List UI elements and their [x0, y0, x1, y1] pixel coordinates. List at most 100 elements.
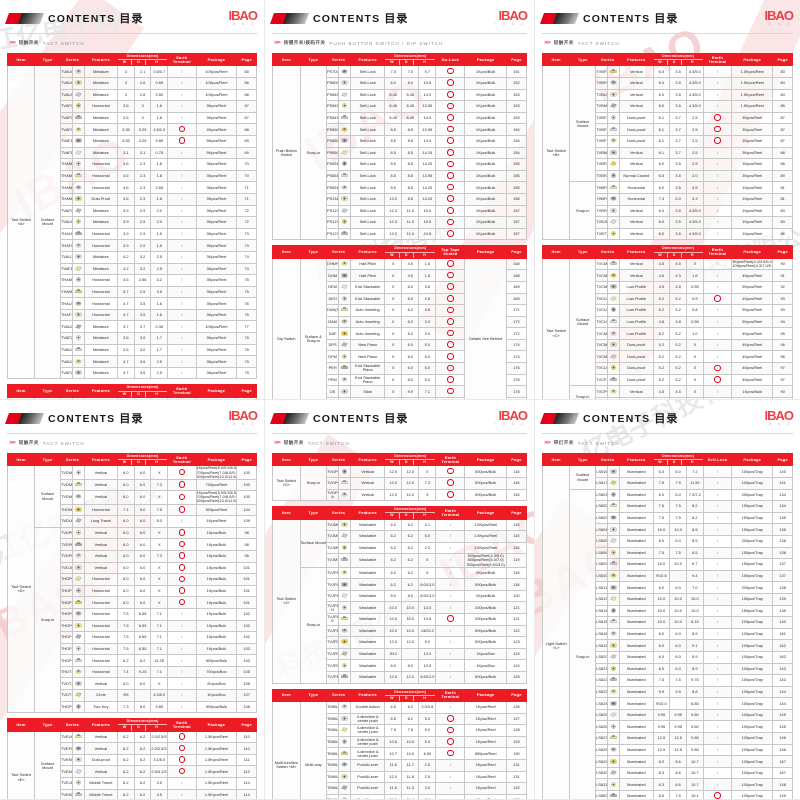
table-row[interactable]: DPPianoX10.810.1179 — [273, 396, 528, 399]
cell-h: 24.6 — [418, 227, 437, 241]
cell-package: 1Kpcs/Bulk — [464, 589, 507, 603]
section-subtitle: >>> 轻触开关 TACT SWITCH — [9, 37, 257, 49]
table-header-row: Item Type Series Features Dimensions(mm)… — [541, 52, 793, 67]
cell-d: 4.5 — [401, 257, 420, 271]
cell-features: 4-direction & center push — [350, 712, 386, 726]
cell-features: Long Travel — [83, 515, 119, 528]
cell-w: 3.9 — [117, 227, 135, 241]
col-h: H — [423, 252, 427, 257]
cell-d: 7.5 — [669, 500, 687, 513]
cell-d: 8.5 — [401, 158, 420, 171]
cell-h: 10.7 — [686, 778, 704, 792]
cell-earth-terminal: / — [167, 631, 197, 644]
cell-features: Washable — [350, 671, 386, 684]
cell-features: Miniature — [83, 77, 119, 90]
cell-series: TVAU22 — [60, 320, 73, 334]
table-row[interactable]: Tact Switch «D»Surface MountTVDM06Vertic… — [6, 465, 257, 714]
cell-h: 4.3/5.0 — [150, 689, 169, 702]
table-row[interactable]: LS617 Illuminated 7.5 7.5 11.50/100pcs/Tray 1… — [543, 477, 793, 490]
table-row[interactable]: DS Slide X 9.9 7.1 178 — [273, 385, 528, 398]
cell-package: 1Kpcs/Bulk — [464, 227, 507, 241]
table-row[interactable]: LS626 Illuminated 9.95 9.95 9.60/100pcs/Tray… — [543, 720, 793, 734]
cell-series: LS613 — [595, 592, 609, 606]
table-row[interactable]: Multi-function Switch «M»Multi-wayTMMU01… — [272, 701, 528, 799]
cell-earth-terminal — [435, 65, 466, 78]
page-title-cjk: 目录 — [654, 413, 679, 425]
table-row[interactable]: LS604 Illuminated 10.0 10.0 8.5/150pcs/Tray 1… — [543, 523, 793, 536]
cell-features: Auto Inserting — [350, 304, 386, 317]
table-row[interactable]: Tact Switch «G»Snap-inTVGP01Vertical12.0… — [272, 465, 528, 502]
cell-features: Self-Lock — [350, 100, 386, 113]
table-row[interactable]: Snap-inTVJP13Washable6.26.2X/1Kpcs/Bulk1… — [273, 566, 528, 684]
table-row[interactable]: Push Button SwitchSnap-inPS7004Self-Lock… — [272, 65, 528, 241]
table-row[interactable]: Tact Switch «A»Surface MountTVAU05Miniat… — [6, 65, 257, 380]
table-body: Tact Switch «B»Surface MountTVBF14Vertic… — [541, 65, 793, 241]
cell-earth-terminal: / — [167, 274, 197, 287]
table-row[interactable]: Snap-in LS601 Illuminated 6.0 6.0 7.0/7.2/200… — [543, 488, 793, 799]
earth-terminal-marker — [447, 341, 454, 348]
cell-h: X — [150, 538, 169, 551]
cell-package: 150pcs/Tray — [731, 558, 774, 571]
cell-w: 4.7 — [117, 297, 135, 310]
cell-page: 112 — [236, 765, 257, 779]
cell-w: 10.0 — [384, 601, 403, 615]
chevron-right-icon: >>> — [544, 40, 551, 46]
cell-h: 8.9 — [686, 627, 704, 641]
earth-terminal-none: / — [449, 762, 451, 768]
table-row[interactable]: DPM New Piano X 6.0 5.0 174 — [273, 350, 528, 364]
table-body: Tact Switch «C»Surface MountTVCM01Vertic… — [541, 257, 793, 399]
cell-h: 9.1 — [686, 639, 704, 652]
table-row[interactable]: LS8501Illuminated8.57.510.1100pcs/Tray14… — [543, 790, 793, 799]
table-row[interactable]: Snap-inTHBF06Horizontal6.03.53.5/1Kpcs/R… — [543, 181, 793, 241]
table-row[interactable]: LS627 Illuminated 12.5 12.5 9.85/100pcs/Tray… — [543, 732, 793, 745]
table-row[interactable]: LS605 Illuminated 6.0 6.0 8.5/200pcs/Tray 136 — [543, 534, 793, 548]
cell-earth-terminal: / — [167, 169, 197, 183]
cell-d — [669, 569, 687, 583]
cell-w: X — [384, 315, 403, 329]
cell-w: 4.5 — [652, 280, 671, 294]
table-row[interactable]: LS614 Illuminated 10.0 10.0 10.0/150pcs/Tray… — [543, 604, 793, 618]
subtitle-cn: 轻触开关 — [553, 40, 574, 45]
col-d: D — [668, 460, 682, 465]
table-row[interactable]: Tact Switch «B»Surface MountTVBF14Vertic… — [541, 65, 793, 241]
cell-package: 100pcs/Tray — [731, 650, 774, 664]
earth-terminal-none: / — [716, 654, 719, 660]
cell-w: 5.7 — [117, 285, 135, 299]
cell-h: X — [418, 553, 437, 568]
table-row[interactable]: Snap-inTVCP02Vertical4.54.5X/1Kpcs/Bulk9… — [543, 385, 793, 399]
cell-page: 93 — [772, 304, 793, 317]
cell-h: 1.6 — [150, 308, 169, 322]
cell-w: 8.0 — [384, 659, 403, 672]
table-row[interactable]: Tact Switch «C»Surface MountTVCM01Vertic… — [541, 257, 793, 399]
cell-series: LS619 — [595, 639, 609, 652]
cell-series-icon — [607, 134, 620, 148]
cell-w: 6.0 — [652, 650, 671, 664]
table-row[interactable]: PEH End Stackable Piano X 6.0 5.0 176 — [273, 362, 528, 375]
cell-page: 83 — [772, 216, 793, 229]
col-h: H — [423, 460, 427, 465]
table-row[interactable]: Tact Switch «J»Surface MountTVJM01Washab… — [272, 518, 528, 684]
table-row[interactable]: Tact Switch «E»Surface MountTVEU01Vertic… — [6, 730, 257, 799]
table-row[interactable]: PEM End Stackable Piano X 6.0 5.0 176 — [273, 373, 528, 387]
col-features: Features — [350, 506, 386, 520]
cell-features: Self-Lock — [350, 134, 386, 148]
earth-terminal-marker — [178, 587, 186, 594]
table-row[interactable]: Light Switch «L» Surface Mount LS616 Illumi… — [541, 465, 793, 799]
table-row[interactable]: Dip Switch Surface & Snap-in DHMF Half-Pitc… — [272, 257, 528, 399]
cell-d: 9.25 — [133, 665, 152, 679]
cell-page: 167 — [772, 755, 793, 768]
cell-h: 5.0 — [418, 636, 437, 649]
cell-h: 4.3/5.0 — [686, 65, 704, 78]
cell-features: Washable — [350, 553, 386, 568]
table-row[interactable]: Tact Switch «B»Surface MountTHBM02Horizo… — [6, 396, 257, 399]
col-d: D — [132, 725, 147, 731]
table-row[interactable]: LS631 Illuminated 8.3 8.6 10.7/100pcs/Tray 14… — [543, 778, 793, 792]
table-row[interactable]: LS620 Illuminated 6.0 6.0 8.9/100pcs/Tray 162 — [543, 650, 793, 664]
cell-features: Illuminated — [619, 732, 654, 745]
cell-d: 6.0 — [133, 490, 152, 505]
cell-series-icon — [607, 65, 620, 78]
cell-series: TVAU04 — [60, 88, 73, 102]
col-item: Item — [541, 245, 571, 259]
